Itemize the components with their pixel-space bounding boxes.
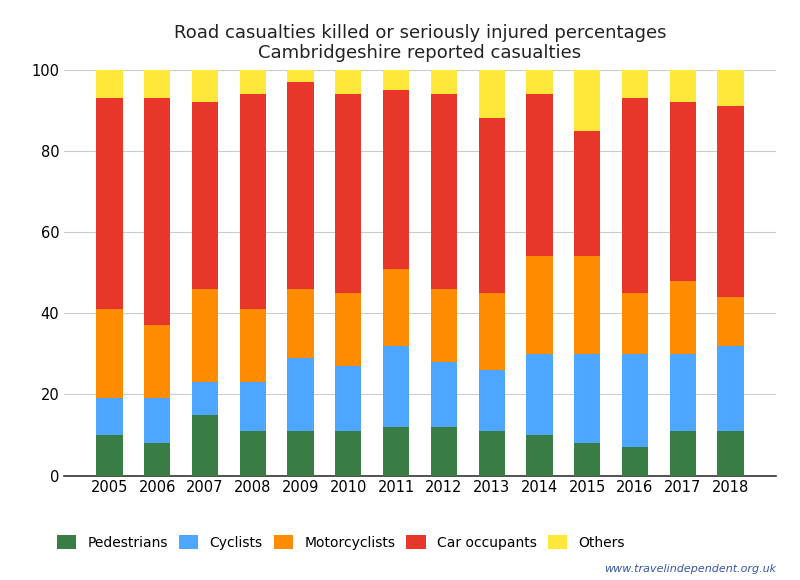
- Bar: [96, 309, 122, 398]
- Bar: [287, 70, 314, 82]
- Bar: [383, 346, 410, 427]
- Bar: [478, 370, 505, 431]
- Bar: [526, 435, 553, 476]
- Bar: [287, 358, 314, 431]
- Bar: [526, 256, 553, 354]
- Bar: [96, 435, 122, 476]
- Bar: [240, 70, 266, 94]
- Bar: [335, 366, 362, 431]
- Bar: [144, 70, 170, 98]
- Bar: [383, 427, 410, 476]
- Bar: [574, 354, 600, 443]
- Bar: [574, 443, 600, 476]
- Bar: [144, 325, 170, 398]
- Bar: [335, 70, 362, 94]
- Bar: [718, 346, 744, 431]
- Bar: [526, 354, 553, 435]
- Bar: [670, 354, 696, 431]
- Bar: [335, 293, 362, 366]
- Bar: [240, 382, 266, 431]
- Bar: [192, 102, 218, 289]
- Bar: [240, 94, 266, 309]
- Bar: [430, 362, 457, 427]
- Bar: [335, 431, 362, 476]
- Bar: [574, 70, 600, 130]
- Bar: [718, 297, 744, 346]
- Bar: [670, 102, 696, 281]
- Bar: [430, 289, 457, 362]
- Legend: Pedestrians, Cyclists, Motorcyclists, Car occupants, Others: Pedestrians, Cyclists, Motorcyclists, Ca…: [57, 535, 625, 550]
- Bar: [478, 431, 505, 476]
- Bar: [96, 98, 122, 309]
- Bar: [718, 431, 744, 476]
- Bar: [287, 289, 314, 358]
- Bar: [335, 94, 362, 293]
- Bar: [240, 431, 266, 476]
- Bar: [526, 94, 553, 256]
- Bar: [526, 70, 553, 94]
- Bar: [144, 398, 170, 443]
- Bar: [287, 82, 314, 289]
- Bar: [478, 118, 505, 293]
- Bar: [430, 94, 457, 289]
- Bar: [670, 431, 696, 476]
- Bar: [622, 98, 648, 293]
- Bar: [430, 427, 457, 476]
- Bar: [718, 106, 744, 297]
- Bar: [287, 431, 314, 476]
- Bar: [383, 269, 410, 346]
- Bar: [478, 293, 505, 370]
- Bar: [96, 70, 122, 98]
- Bar: [192, 70, 218, 102]
- Bar: [622, 447, 648, 476]
- Text: www.travelindependent.org.uk: www.travelindependent.org.uk: [604, 564, 776, 574]
- Bar: [240, 309, 266, 382]
- Bar: [478, 70, 505, 118]
- Bar: [670, 281, 696, 354]
- Bar: [718, 70, 744, 106]
- Bar: [622, 293, 648, 354]
- Bar: [144, 98, 170, 325]
- Bar: [622, 354, 648, 447]
- Bar: [622, 70, 648, 98]
- Bar: [192, 289, 218, 382]
- Bar: [192, 382, 218, 415]
- Bar: [574, 256, 600, 354]
- Bar: [383, 90, 410, 269]
- Bar: [574, 130, 600, 256]
- Bar: [670, 70, 696, 102]
- Bar: [192, 415, 218, 476]
- Bar: [144, 443, 170, 476]
- Bar: [430, 70, 457, 94]
- Bar: [383, 70, 410, 90]
- Bar: [96, 398, 122, 435]
- Title: Road casualties killed or seriously injured percentages
Cambridgeshire reported : Road casualties killed or seriously inju…: [174, 24, 666, 63]
